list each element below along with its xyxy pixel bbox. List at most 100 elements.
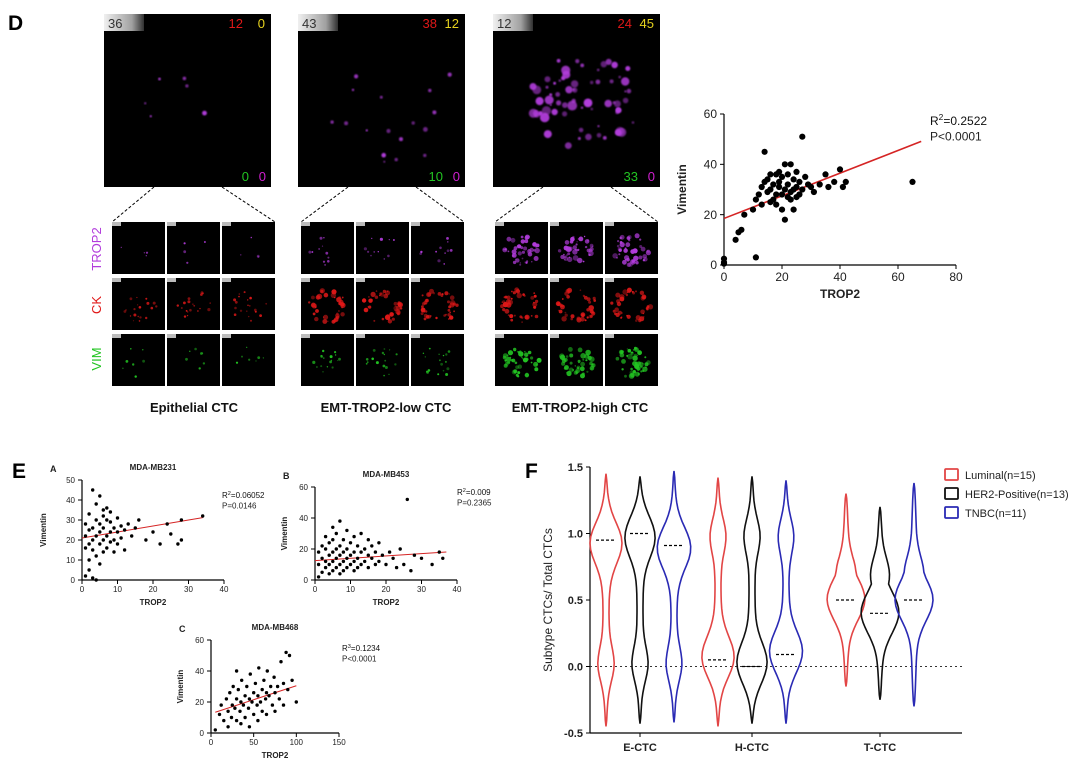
- data-point: [94, 578, 98, 582]
- trop2-signal-blob: [555, 92, 561, 97]
- data-point: [115, 530, 120, 534]
- signal-blob: [533, 292, 536, 294]
- count-magenta: 0: [453, 169, 460, 184]
- signal-blob: [591, 245, 594, 248]
- trop2-signal-blob: [625, 66, 631, 71]
- count-total: 43: [302, 16, 316, 31]
- signal-blob: [363, 247, 367, 251]
- signal-blob: [320, 355, 324, 358]
- data-point: [776, 178, 783, 185]
- data-point: [720, 260, 728, 267]
- channel-tile-ck: [222, 278, 275, 330]
- signal-blob: [524, 350, 526, 353]
- panel-letter-d: D: [8, 12, 23, 35]
- data-point: [781, 216, 789, 223]
- signal-blob: [572, 249, 578, 255]
- signal-blob: [363, 307, 369, 313]
- signal-blob: [563, 253, 565, 256]
- signal-blob: [371, 237, 373, 240]
- signal-blob: [504, 295, 508, 299]
- signal-blob: [238, 295, 240, 298]
- signal-blob: [617, 247, 622, 252]
- signal-blob: [623, 248, 628, 253]
- signal-blob: [564, 258, 566, 261]
- channel-tile-ck: [550, 278, 603, 330]
- data-point: [355, 556, 360, 560]
- tile-count-bar: [411, 222, 420, 226]
- signal-blob: [247, 299, 249, 301]
- trop2-signal-blob: [381, 152, 387, 158]
- data-point: [240, 678, 244, 682]
- signal-blob: [507, 350, 514, 356]
- signal-blob: [393, 301, 398, 306]
- signal-blob: [533, 305, 537, 309]
- signal-blob: [646, 250, 649, 252]
- count-red: 12: [229, 16, 243, 31]
- signal-blob: [329, 355, 333, 359]
- signal-blob: [564, 313, 568, 317]
- data-point: [761, 148, 768, 155]
- signal-blob: [588, 305, 594, 311]
- data-point: [94, 534, 98, 538]
- signal-blob: [632, 349, 635, 351]
- trop2-signal-blob: [556, 58, 561, 63]
- signal-blob: [580, 361, 585, 367]
- signal-blob: [506, 236, 512, 242]
- signal-blob: [138, 306, 142, 309]
- signal-blob: [566, 287, 573, 293]
- x-tick-label: 0: [80, 585, 85, 594]
- signal-blob: [640, 246, 646, 252]
- signal-blob: [130, 348, 132, 350]
- data-point: [807, 183, 815, 191]
- x-tick-label: 30: [417, 585, 426, 594]
- signal-blob: [524, 235, 529, 240]
- data-point: [334, 531, 338, 536]
- data-point: [370, 556, 374, 560]
- trop2-signal-blob: [562, 111, 568, 117]
- signal-blob: [570, 317, 573, 321]
- data-point: [101, 514, 106, 518]
- signal-blob: [146, 301, 150, 305]
- signal-blob: [639, 238, 642, 241]
- signal-blob: [558, 309, 563, 314]
- data-point: [758, 183, 765, 191]
- tile-count-bar: [301, 222, 310, 226]
- tile-count-bar: [550, 334, 559, 338]
- data-point: [250, 700, 254, 704]
- signal-blob: [422, 352, 425, 354]
- signal-blob: [640, 296, 645, 301]
- signal-blob: [633, 346, 637, 350]
- signal-blob: [506, 295, 511, 300]
- signal-blob: [207, 308, 211, 312]
- signal-blob: [238, 293, 241, 295]
- signal-blob: [139, 316, 142, 319]
- signal-blob: [589, 309, 594, 314]
- data-point: [810, 188, 818, 196]
- data-point: [749, 206, 757, 213]
- channel-tile-vim: [222, 334, 275, 386]
- r-squared-superscript: 2: [939, 112, 944, 122]
- data-point: [260, 709, 264, 713]
- signal-blob: [624, 259, 627, 261]
- legend-swatch: [944, 487, 959, 500]
- signal-blob: [342, 303, 344, 305]
- trop2-signal-blob: [344, 121, 349, 126]
- signal-blob: [616, 301, 622, 307]
- regression-line: [215, 685, 297, 713]
- signal-blob: [449, 300, 456, 306]
- trop2-signal-blob: [182, 76, 187, 81]
- count-yellow: 0: [258, 16, 265, 31]
- signal-blob: [424, 356, 426, 358]
- signal-blob: [582, 260, 585, 263]
- signal-blob: [421, 305, 424, 309]
- data-point: [799, 133, 806, 140]
- data-point: [790, 206, 797, 213]
- signal-blob: [129, 315, 132, 317]
- signal-blob: [142, 359, 146, 363]
- signal-blob: [132, 363, 135, 366]
- signal-blob: [627, 353, 633, 360]
- data-point: [101, 538, 106, 542]
- data-point: [316, 550, 321, 554]
- data-point: [338, 562, 342, 567]
- signal-blob: [424, 302, 427, 305]
